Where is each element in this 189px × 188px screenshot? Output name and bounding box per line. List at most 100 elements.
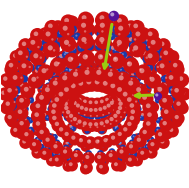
Circle shape [57,87,68,98]
Circle shape [81,69,89,76]
Circle shape [127,62,139,75]
Circle shape [142,100,157,115]
Circle shape [85,25,88,27]
Circle shape [87,42,91,46]
Circle shape [172,101,174,103]
Circle shape [124,118,138,132]
Circle shape [127,98,138,109]
Circle shape [113,68,126,81]
Circle shape [172,103,179,110]
Circle shape [84,107,88,111]
Circle shape [53,94,55,96]
Circle shape [31,147,43,159]
Circle shape [87,118,89,119]
Circle shape [96,70,101,75]
Circle shape [69,162,73,166]
Circle shape [14,94,20,101]
Circle shape [14,47,29,62]
Circle shape [58,104,65,112]
Circle shape [174,88,179,92]
Circle shape [76,116,77,117]
Circle shape [88,75,90,77]
Circle shape [61,103,72,114]
Circle shape [81,106,87,113]
Circle shape [120,86,128,93]
Circle shape [120,69,122,71]
Circle shape [131,43,133,45]
Circle shape [66,93,70,98]
Circle shape [124,87,131,94]
Circle shape [126,141,139,154]
Circle shape [112,122,122,132]
Circle shape [53,41,60,49]
Circle shape [116,156,122,162]
Circle shape [67,80,82,95]
Circle shape [87,74,95,82]
Circle shape [122,88,124,90]
Circle shape [19,137,32,149]
Circle shape [148,32,153,36]
Circle shape [110,86,124,100]
Circle shape [126,151,133,158]
Circle shape [118,97,125,104]
Circle shape [111,136,115,140]
Circle shape [71,49,73,51]
Circle shape [61,81,70,89]
Circle shape [29,66,31,68]
Circle shape [13,69,21,77]
Circle shape [131,155,143,166]
Circle shape [161,128,173,139]
Circle shape [82,112,89,119]
Circle shape [80,106,84,110]
Circle shape [134,76,141,82]
Circle shape [69,68,85,84]
Circle shape [57,121,63,127]
Circle shape [10,92,12,94]
Circle shape [70,65,72,67]
Circle shape [42,92,43,94]
Circle shape [105,25,119,39]
Circle shape [70,104,76,110]
Circle shape [85,31,92,38]
Circle shape [57,99,65,106]
Circle shape [58,62,60,64]
Circle shape [157,53,165,61]
Circle shape [83,121,87,125]
Circle shape [123,54,127,58]
Circle shape [69,125,73,128]
Circle shape [121,73,123,75]
Circle shape [41,127,43,129]
Circle shape [163,121,167,125]
Circle shape [86,116,91,122]
Circle shape [132,28,147,43]
Circle shape [122,132,124,133]
Circle shape [53,144,58,148]
Circle shape [120,110,126,116]
Circle shape [179,76,183,81]
Circle shape [108,42,121,56]
Circle shape [86,73,94,81]
Circle shape [117,103,128,114]
Circle shape [101,143,103,145]
Circle shape [111,73,119,81]
Circle shape [95,104,108,117]
Circle shape [97,45,99,47]
Circle shape [83,60,87,64]
Circle shape [61,95,69,102]
Circle shape [126,96,128,98]
Circle shape [8,93,12,97]
Circle shape [12,105,14,107]
Circle shape [128,120,132,123]
Circle shape [98,107,102,111]
Circle shape [133,98,141,106]
Circle shape [124,94,125,96]
Circle shape [15,116,22,123]
Circle shape [88,113,95,120]
Circle shape [63,145,70,152]
Circle shape [79,76,84,80]
Circle shape [101,123,108,130]
Circle shape [50,75,62,87]
Circle shape [63,85,76,98]
Circle shape [64,18,69,23]
Circle shape [112,55,120,64]
